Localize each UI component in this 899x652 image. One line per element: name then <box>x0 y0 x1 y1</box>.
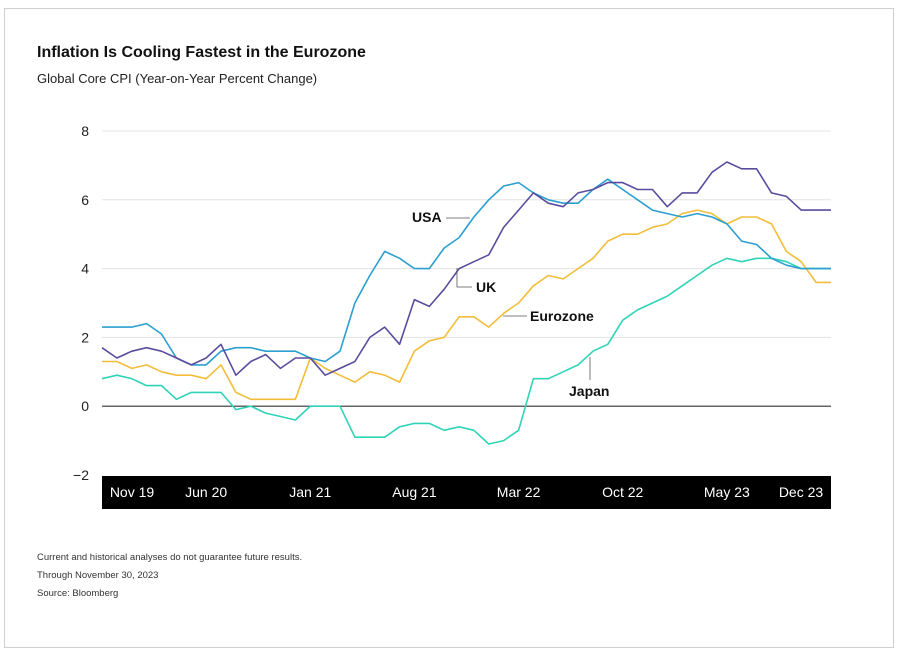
x-tick-label: Mar 22 <box>497 484 541 500</box>
leader-line-uk <box>456 268 472 288</box>
y-tick-label: −2 <box>73 467 89 483</box>
x-tick-label: Jun 20 <box>185 484 227 500</box>
series-label-usa: USA <box>412 209 442 225</box>
x-tick-label: Oct 22 <box>602 484 643 500</box>
x-tick-label: Nov 19 <box>110 484 155 500</box>
x-tick-label: Jan 21 <box>289 484 331 500</box>
series-label-japan: Japan <box>569 383 609 399</box>
through-date-note: Through November 30, 2023 <box>37 570 159 581</box>
series-label-uk: UK <box>476 279 496 295</box>
chart-title: Inflation Is Cooling Fastest in the Euro… <box>37 44 366 61</box>
source-note: Source: Bloomberg <box>37 588 119 599</box>
series-line-japan <box>101 257 831 445</box>
y-tick-label: 0 <box>81 398 89 414</box>
y-tick-label: 2 <box>81 329 89 345</box>
chart-subtitle: Global Core CPI (Year-on-Year Percent Ch… <box>37 71 318 86</box>
series-label-eurozone: Eurozone <box>530 308 594 324</box>
series-line-uk <box>101 161 831 377</box>
chart-footnotes: Current and historical analyses do not g… <box>37 549 302 603</box>
y-tick-label: 8 <box>81 123 89 139</box>
series-line-eurozone <box>102 209 831 401</box>
x-tick-label: Dec 23 <box>779 484 824 500</box>
x-tick-label: May 23 <box>704 484 750 500</box>
x-axis-band <box>102 476 831 509</box>
x-tick-label: Aug 21 <box>392 484 437 500</box>
y-tick-label: 6 <box>81 192 89 208</box>
y-tick-label: 4 <box>81 261 89 277</box>
disclaimer-note: Current and historical analyses do not g… <box>37 552 303 563</box>
